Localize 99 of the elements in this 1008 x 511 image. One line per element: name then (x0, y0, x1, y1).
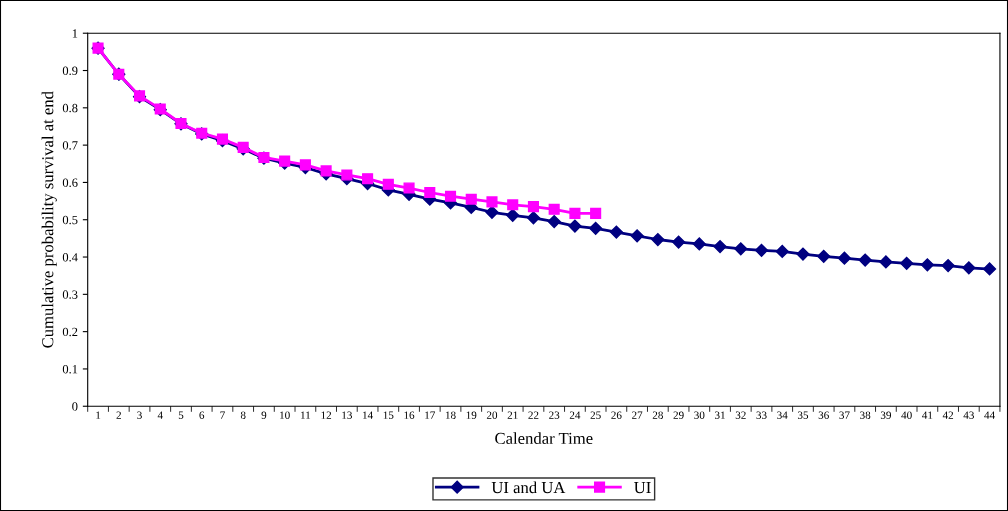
point (982, 262, 997, 276)
x-tick-label: 34 (777, 411, 788, 419)
x-tick-label: 14 (363, 411, 373, 419)
x-tick-label: 40 (901, 411, 912, 419)
point (609, 225, 623, 239)
x-tick-label: 25 (590, 411, 601, 419)
point (568, 219, 582, 233)
point (485, 205, 499, 219)
x-tick-label: 38 (860, 411, 871, 419)
point (858, 253, 872, 267)
point (527, 201, 540, 213)
point (341, 169, 353, 181)
x-tick-label: 28 (652, 411, 663, 419)
x-tick-label: 16 (404, 411, 415, 419)
x-tick-label: 2 (116, 411, 121, 419)
x-tick-label: 13 (342, 411, 352, 419)
x-tick-label: 44 (984, 411, 995, 419)
y-tick-label: 0.5 (62, 215, 78, 225)
x-tick-label: 43 (963, 411, 974, 419)
x-tick-label: 17 (425, 411, 436, 419)
point (941, 259, 955, 273)
y-tick-label: 0 (72, 402, 78, 411)
point (879, 255, 893, 269)
y-tick-label: 0.1 (62, 364, 78, 374)
y-tick-label: 0.8 (62, 103, 78, 113)
x-tick-label: 5 (178, 411, 184, 419)
x-tick-label: 21 (507, 411, 518, 419)
x-tick-label: 31 (715, 411, 725, 419)
point (775, 244, 789, 259)
legend-label: UI (634, 482, 651, 494)
point (526, 211, 541, 225)
x-tick-label: 10 (280, 411, 290, 419)
x-tick-label: 8 (240, 411, 246, 419)
point (920, 258, 934, 272)
x-tick-label: 36 (818, 411, 829, 419)
x-tick-label: 1 (96, 411, 101, 419)
point (692, 237, 706, 251)
point (754, 243, 769, 257)
point (734, 242, 748, 256)
point (444, 190, 457, 202)
x-tick-label: 4 (157, 411, 163, 419)
y-tick-label: 0.6 (62, 178, 78, 187)
point (548, 203, 560, 215)
point (424, 186, 436, 199)
x-tick-label: 37 (839, 411, 850, 419)
x-tick-label: 9 (261, 411, 267, 419)
legend-label: UI and UA (491, 481, 566, 494)
y-tick-label: 0.7 (62, 141, 78, 150)
y-tick-label: 0.3 (62, 290, 78, 299)
y-axis-title: Cumulative probability survival at end (41, 91, 57, 348)
point (486, 196, 498, 208)
x-tick-label: 23 (549, 411, 560, 419)
point (382, 178, 394, 190)
x-tick-label: 3 (137, 411, 142, 419)
x-tick-label: 22 (528, 411, 539, 419)
x-tick-label: 33 (756, 411, 767, 419)
point (547, 215, 561, 229)
point (630, 229, 644, 243)
x-tick-label: 32 (735, 411, 746, 419)
point (507, 199, 519, 211)
point (403, 182, 415, 194)
x-tick-label: 15 (383, 411, 394, 419)
x-tick-label: 20 (486, 411, 498, 419)
y-tick-label: 0.4 (62, 253, 78, 262)
x-tick-label: 41 (922, 411, 933, 419)
x-tick-label: 18 (445, 411, 456, 419)
x-axis-title: Calendar Time (495, 432, 593, 445)
point (900, 256, 914, 270)
point (837, 251, 852, 265)
point (817, 249, 831, 263)
point (320, 165, 332, 177)
x-tick-label: 6 (199, 411, 205, 419)
x-tick-label: 29 (673, 411, 684, 419)
point (299, 159, 311, 171)
point (465, 193, 477, 205)
point (962, 261, 976, 275)
x-tick-label: 7 (220, 411, 225, 419)
x-tick-label: 26 (611, 411, 622, 419)
point (796, 247, 810, 261)
point (569, 207, 581, 219)
x-tick-label: 30 (694, 411, 705, 419)
point (651, 232, 665, 247)
point (671, 235, 686, 249)
point (506, 208, 520, 222)
y-tick-label: 0.9 (62, 66, 78, 76)
x-tick-label: 24 (569, 411, 581, 419)
point (589, 221, 603, 235)
x-tick-label: 27 (632, 411, 643, 419)
x-tick-label: 12 (321, 411, 332, 419)
point (590, 207, 602, 219)
point (713, 239, 727, 254)
x-tick-label: 42 (942, 411, 954, 419)
x-tick-label: 19 (466, 411, 477, 419)
x-tick-label: 35 (797, 411, 809, 419)
y-tick-label: 0.2 (62, 327, 78, 337)
point (362, 173, 374, 185)
y-tick-label: 1 (72, 29, 78, 38)
x-tick-label: 39 (880, 411, 892, 419)
x-tick-label: 11 (301, 411, 311, 419)
